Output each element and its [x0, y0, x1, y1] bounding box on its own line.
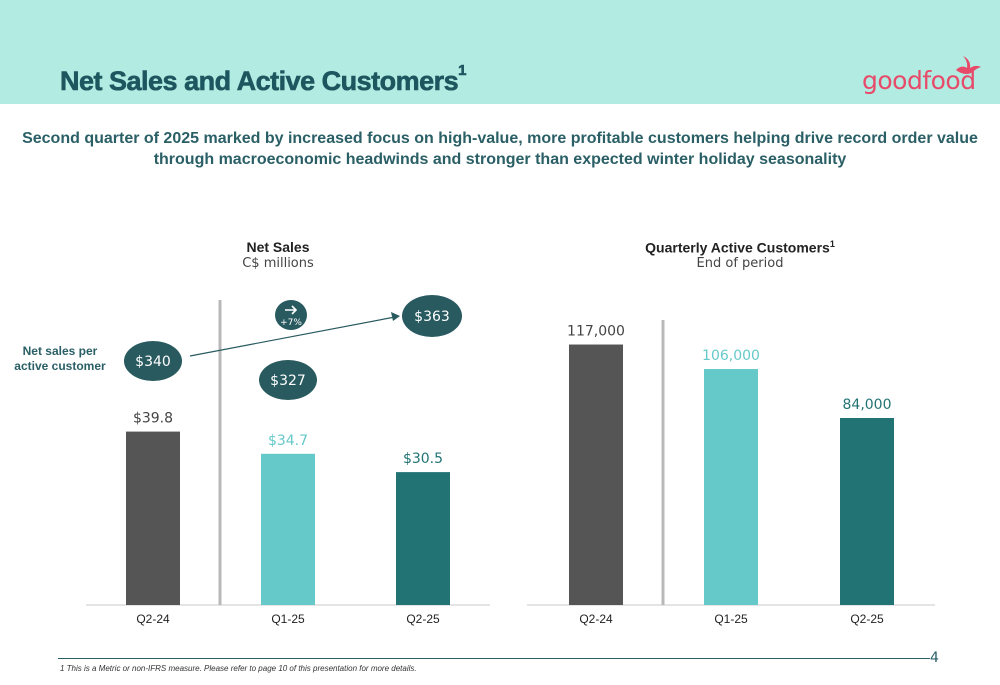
customers-tick-q2-25: Q2-25 — [850, 612, 884, 626]
customers-tick-q1-25: Q1-25 — [714, 612, 748, 626]
growth-arrowhead — [391, 312, 400, 321]
customers-bar-q2-24 — [569, 344, 623, 605]
logo-text: goodfood — [862, 66, 976, 95]
customers-chart-title: Quarterly Active Customers1 — [590, 239, 890, 256]
net-sales-bar-q2-24 — [126, 431, 180, 605]
customers-chart-subtitle: End of period — [696, 256, 784, 271]
header-band — [0, 0, 1000, 104]
footer-divider — [58, 658, 930, 659]
customers-bar-q2-25 — [840, 417, 894, 605]
arrow-right-icon — [285, 305, 298, 315]
bubble-q2-25-value: $363 — [414, 309, 450, 325]
bird-icon — [956, 56, 981, 74]
net-sales-tick-q2-25: Q2-25 — [406, 612, 440, 626]
subtitle-line-2: through macroeconomic headwinds and stro… — [153, 151, 847, 168]
subtitle-line-1: Second quarter of 2025 marked by increas… — [22, 130, 978, 147]
subtitle: Second quarter of 2025 marked by increas… — [0, 128, 1000, 170]
customers-label-q2-24: 117,000 — [567, 324, 625, 340]
growth-arrow-line — [189, 316, 396, 357]
customers-tick-q2-24: Q2-24 — [579, 612, 613, 626]
side-label-line-1: Net sales per — [22, 344, 98, 358]
bubble-q2-24 — [124, 341, 182, 381]
title-footnote-marker: 1 — [458, 62, 467, 80]
customers-bar-q1-25 — [704, 369, 758, 605]
bubble-q1-25-value: $327 — [270, 373, 306, 389]
page-number: 4 — [930, 650, 939, 666]
net-sales-chart: $39.8 $34.7 $30.5 Q2-24 Q1-25 Q2-25 — [86, 300, 490, 626]
footnote: 1 This is a Metric or non-IFRS measure. … — [60, 664, 417, 673]
net-sales-chart-subtitle: C$ millions — [242, 256, 314, 271]
customers-title-footnote-marker: 1 — [829, 239, 835, 249]
net-sales-label-q2-24: $39.8 — [133, 411, 173, 427]
net-sales-label-q1-25: $34.7 — [268, 433, 308, 449]
net-sales-bar-q1-25 — [261, 453, 315, 605]
bubble-q2-25 — [402, 295, 462, 337]
customers-label-q1-25: 106,000 — [702, 348, 760, 364]
net-sales-bar-q2-25 — [396, 472, 450, 605]
customers-label-q2-25: 84,000 — [843, 397, 892, 413]
goodfood-logo: goodfood — [862, 56, 984, 100]
page-title: Net Sales and Active Customers1 — [60, 62, 467, 97]
per-customer-annotations: $340 $327 $363 +7% — [124, 295, 462, 400]
net-sales-tick-q2-24: Q2-24 — [136, 612, 170, 626]
net-sales-label-q2-25: $30.5 — [403, 451, 443, 467]
side-label-line-2: active customer — [14, 359, 106, 373]
page-title-text: Net Sales and Active Customers — [60, 66, 459, 97]
customers-chart: 117,000 106,000 84,000 Q2-24 Q1-25 Q2-25 — [527, 320, 935, 626]
customers-chart-title-text: Quarterly Active Customers — [645, 239, 830, 256]
bubble-q1-25 — [259, 360, 317, 400]
growth-label: +7% — [280, 318, 302, 328]
bubble-q2-24-value: $340 — [135, 354, 171, 370]
net-sales-tick-q1-25: Q1-25 — [271, 612, 305, 626]
growth-badge — [275, 300, 307, 330]
net-sales-per-customer-label: Net sales per active customer — [10, 344, 110, 374]
net-sales-chart-title: Net Sales — [246, 239, 310, 255]
